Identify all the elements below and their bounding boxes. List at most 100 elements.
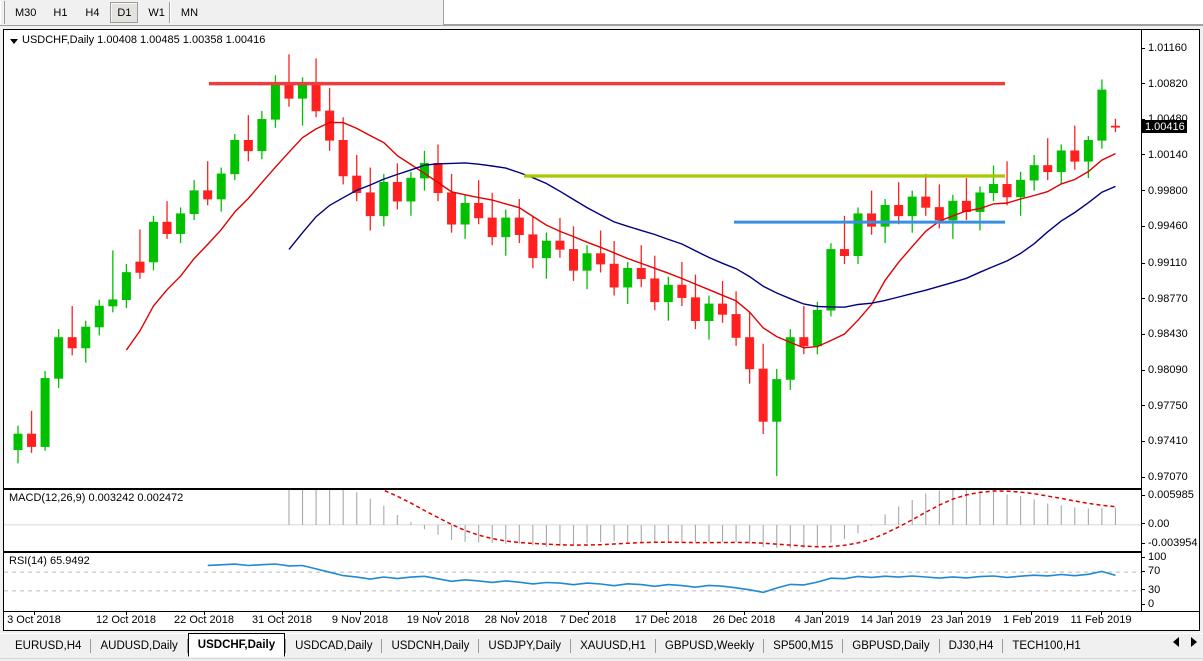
tab-scroll-left-icon[interactable] [1173, 637, 1179, 647]
price-tick-label: 0.99800 [1148, 184, 1188, 197]
timeframe-button-h1[interactable]: H1 [46, 2, 74, 23]
date-tick-label: 23 Jan 2019 [930, 614, 992, 626]
candle-body [785, 337, 795, 380]
candle-body [989, 184, 999, 194]
date-tick-label: 1 Feb 2019 [1003, 614, 1059, 626]
macd-tick-label: -0.003954 [1148, 537, 1198, 549]
chart-symbol-ohlc-text: USDCHF,Daily 1.00408 1.00485 1.00358 1.0… [22, 34, 266, 46]
candle-body [718, 303, 728, 315]
timeframe-button-label: D1 [117, 6, 132, 19]
chart-tab-usdcad-daily[interactable]: USDCAD,Daily [286, 635, 381, 657]
chart-tab-sp500-m15[interactable]: SP500,M15 [764, 635, 842, 657]
macd-tick-label: 0.00 [1148, 517, 1170, 530]
macd-indicator-label: MACD(12,26,9) 0.003242 0.002472 [9, 492, 184, 504]
macd-pane[interactable]: MACD(12,26,9) 0.003242 0.002472 [4, 489, 1141, 551]
chart-tab-gbpusd-weekly[interactable]: GBPUSD,Weekly [656, 635, 763, 657]
timeframe-toolbar: M30 H1 H4 D1 W1 MN [0, 0, 1203, 26]
date-tick-mark [126, 612, 127, 615]
price-tick: 0.97070 [1142, 471, 1188, 483]
chart-tab-usdjpy-daily[interactable]: USDJPY,Daily [479, 635, 570, 657]
price-scale-divider [1141, 30, 1142, 611]
candle-body [921, 196, 931, 208]
macd-signal-line [381, 490, 1116, 548]
rsi-tick-mark [1142, 556, 1145, 558]
tab-divider [478, 639, 480, 653]
timeframe-button-label: MN [180, 6, 199, 19]
chart-tab-xauusd-h1[interactable]: XAUUSD,H1 [571, 635, 655, 657]
candle-body [406, 177, 416, 202]
date-tick-mark [822, 612, 823, 615]
price-tick: 0.99800 [1142, 185, 1188, 197]
candle-body [1016, 179, 1026, 198]
chart-tab-label: USDCNH,Daily [391, 640, 470, 652]
price-tick-label: 0.97750 [1148, 399, 1188, 412]
candle-body [176, 213, 186, 234]
candle-body [40, 378, 50, 447]
macd-tick-mark [1142, 494, 1145, 496]
chart-tab-label: TECH100,H1 [1012, 640, 1081, 652]
price-tick: 1.01160 [1142, 42, 1187, 54]
date-tick-label: 19 Nov 2018 [406, 614, 470, 626]
chart-tab-audusd-daily[interactable]: AUDUSD,Daily [91, 635, 186, 657]
chart-tab-label: GBPUSD,Weekly [664, 640, 755, 652]
rsi-tick: 30 [1142, 584, 1160, 596]
candle-body [1043, 165, 1053, 173]
rsi-tick: 70 [1142, 565, 1160, 577]
chart-tab-label: GBPUSD,Daily [852, 640, 930, 652]
candle-body [609, 263, 619, 288]
chart-tab-dj30-h4[interactable]: DJ30,H4 [940, 635, 1003, 657]
candle-body [745, 337, 755, 370]
candle-body [270, 83, 280, 120]
candle-body [474, 202, 484, 219]
candle-body [54, 337, 64, 379]
chart-tab-usdcnh-daily[interactable]: USDCNH,Daily [382, 635, 478, 657]
chart-tab-gbpusd-daily[interactable]: GBPUSD,Daily [843, 635, 938, 657]
chart-menu-caret-icon[interactable] [10, 38, 18, 44]
tab-scroll-right-icon[interactable] [1191, 637, 1197, 647]
timeframe-button-group: M30 H1 H4 D1 W1 MN [7, 0, 206, 25]
price-tick: 1.00820 [1142, 78, 1188, 90]
tab-scroll-controls [1173, 637, 1197, 647]
price-tick-mark [1142, 47, 1145, 49]
price-scale[interactable]: 1.011601.008201.004801.001400.998000.994… [1142, 30, 1199, 611]
timeframe-button-label: H4 [85, 6, 100, 19]
rsi-tick-label: 100 [1148, 551, 1167, 563]
pane-divider-bottom [4, 611, 1199, 612]
date-tick-label: 22 Oct 2018 [174, 614, 234, 626]
candle-body [487, 217, 497, 238]
timeframe-button-h4[interactable]: H4 [78, 2, 106, 23]
chart-tab-tech100-h1[interactable]: TECH100,H1 [1003, 635, 1089, 657]
chart-area[interactable]: USDCHF,Daily 1.00408 1.00485 1.00358 1.0… [3, 29, 1200, 631]
chart-tab-eurusd-h4[interactable]: EURUSD,H4 [6, 635, 90, 657]
candle-body [1002, 184, 1012, 198]
date-tick-label: 14 Jan 2019 [860, 614, 922, 626]
candle-body [1097, 89, 1107, 141]
price-tick-mark [1142, 298, 1145, 300]
date-axis: 3 Oct 2018 12 Oct 2018 22 Oct 2018 31 Oct 2… [4, 612, 1199, 630]
candle-body [731, 314, 741, 338]
date-tick-label: 3 Oct 2018 [7, 614, 61, 626]
toolbar-empty-area [444, 0, 1203, 25]
timeframe-button-m30[interactable]: M30 [9, 2, 42, 23]
toolbar-drag-handle[interactable] [0, 1, 5, 24]
timeframe-button-d1[interactable]: D1 [110, 2, 139, 23]
date-tick-label: 11 Feb 2019 [1070, 614, 1132, 626]
current-price-text: 1.00416 [1145, 120, 1185, 133]
timeframe-button-w1[interactable]: W1 [142, 2, 171, 23]
candle-body [13, 433, 23, 451]
date-tick-label: 7 Dec 2018 [559, 614, 617, 626]
rsi-pane[interactable]: RSI(14) 65.9492 [4, 552, 1141, 611]
candle-body [541, 240, 551, 259]
chart-tab-usdchf-daily[interactable]: USDCHF,Daily [187, 633, 286, 657]
chart-tab-label: EURUSD,H4 [15, 640, 82, 652]
price-tick-label: 0.97070 [1148, 471, 1188, 483]
price-pane[interactable]: USDCHF,Daily 1.00408 1.00485 1.00358 1.0… [4, 30, 1141, 487]
candle-body [582, 253, 592, 271]
tab-divider [1002, 639, 1004, 653]
candle-body [934, 207, 944, 221]
candle-body [568, 249, 579, 271]
rsi-tick-label: 0 [1148, 598, 1155, 610]
timeframe-button-mn[interactable]: MN [175, 2, 204, 23]
price-tick-label: 0.99110 [1148, 257, 1187, 270]
price-tick-label: 1.00820 [1148, 77, 1188, 90]
